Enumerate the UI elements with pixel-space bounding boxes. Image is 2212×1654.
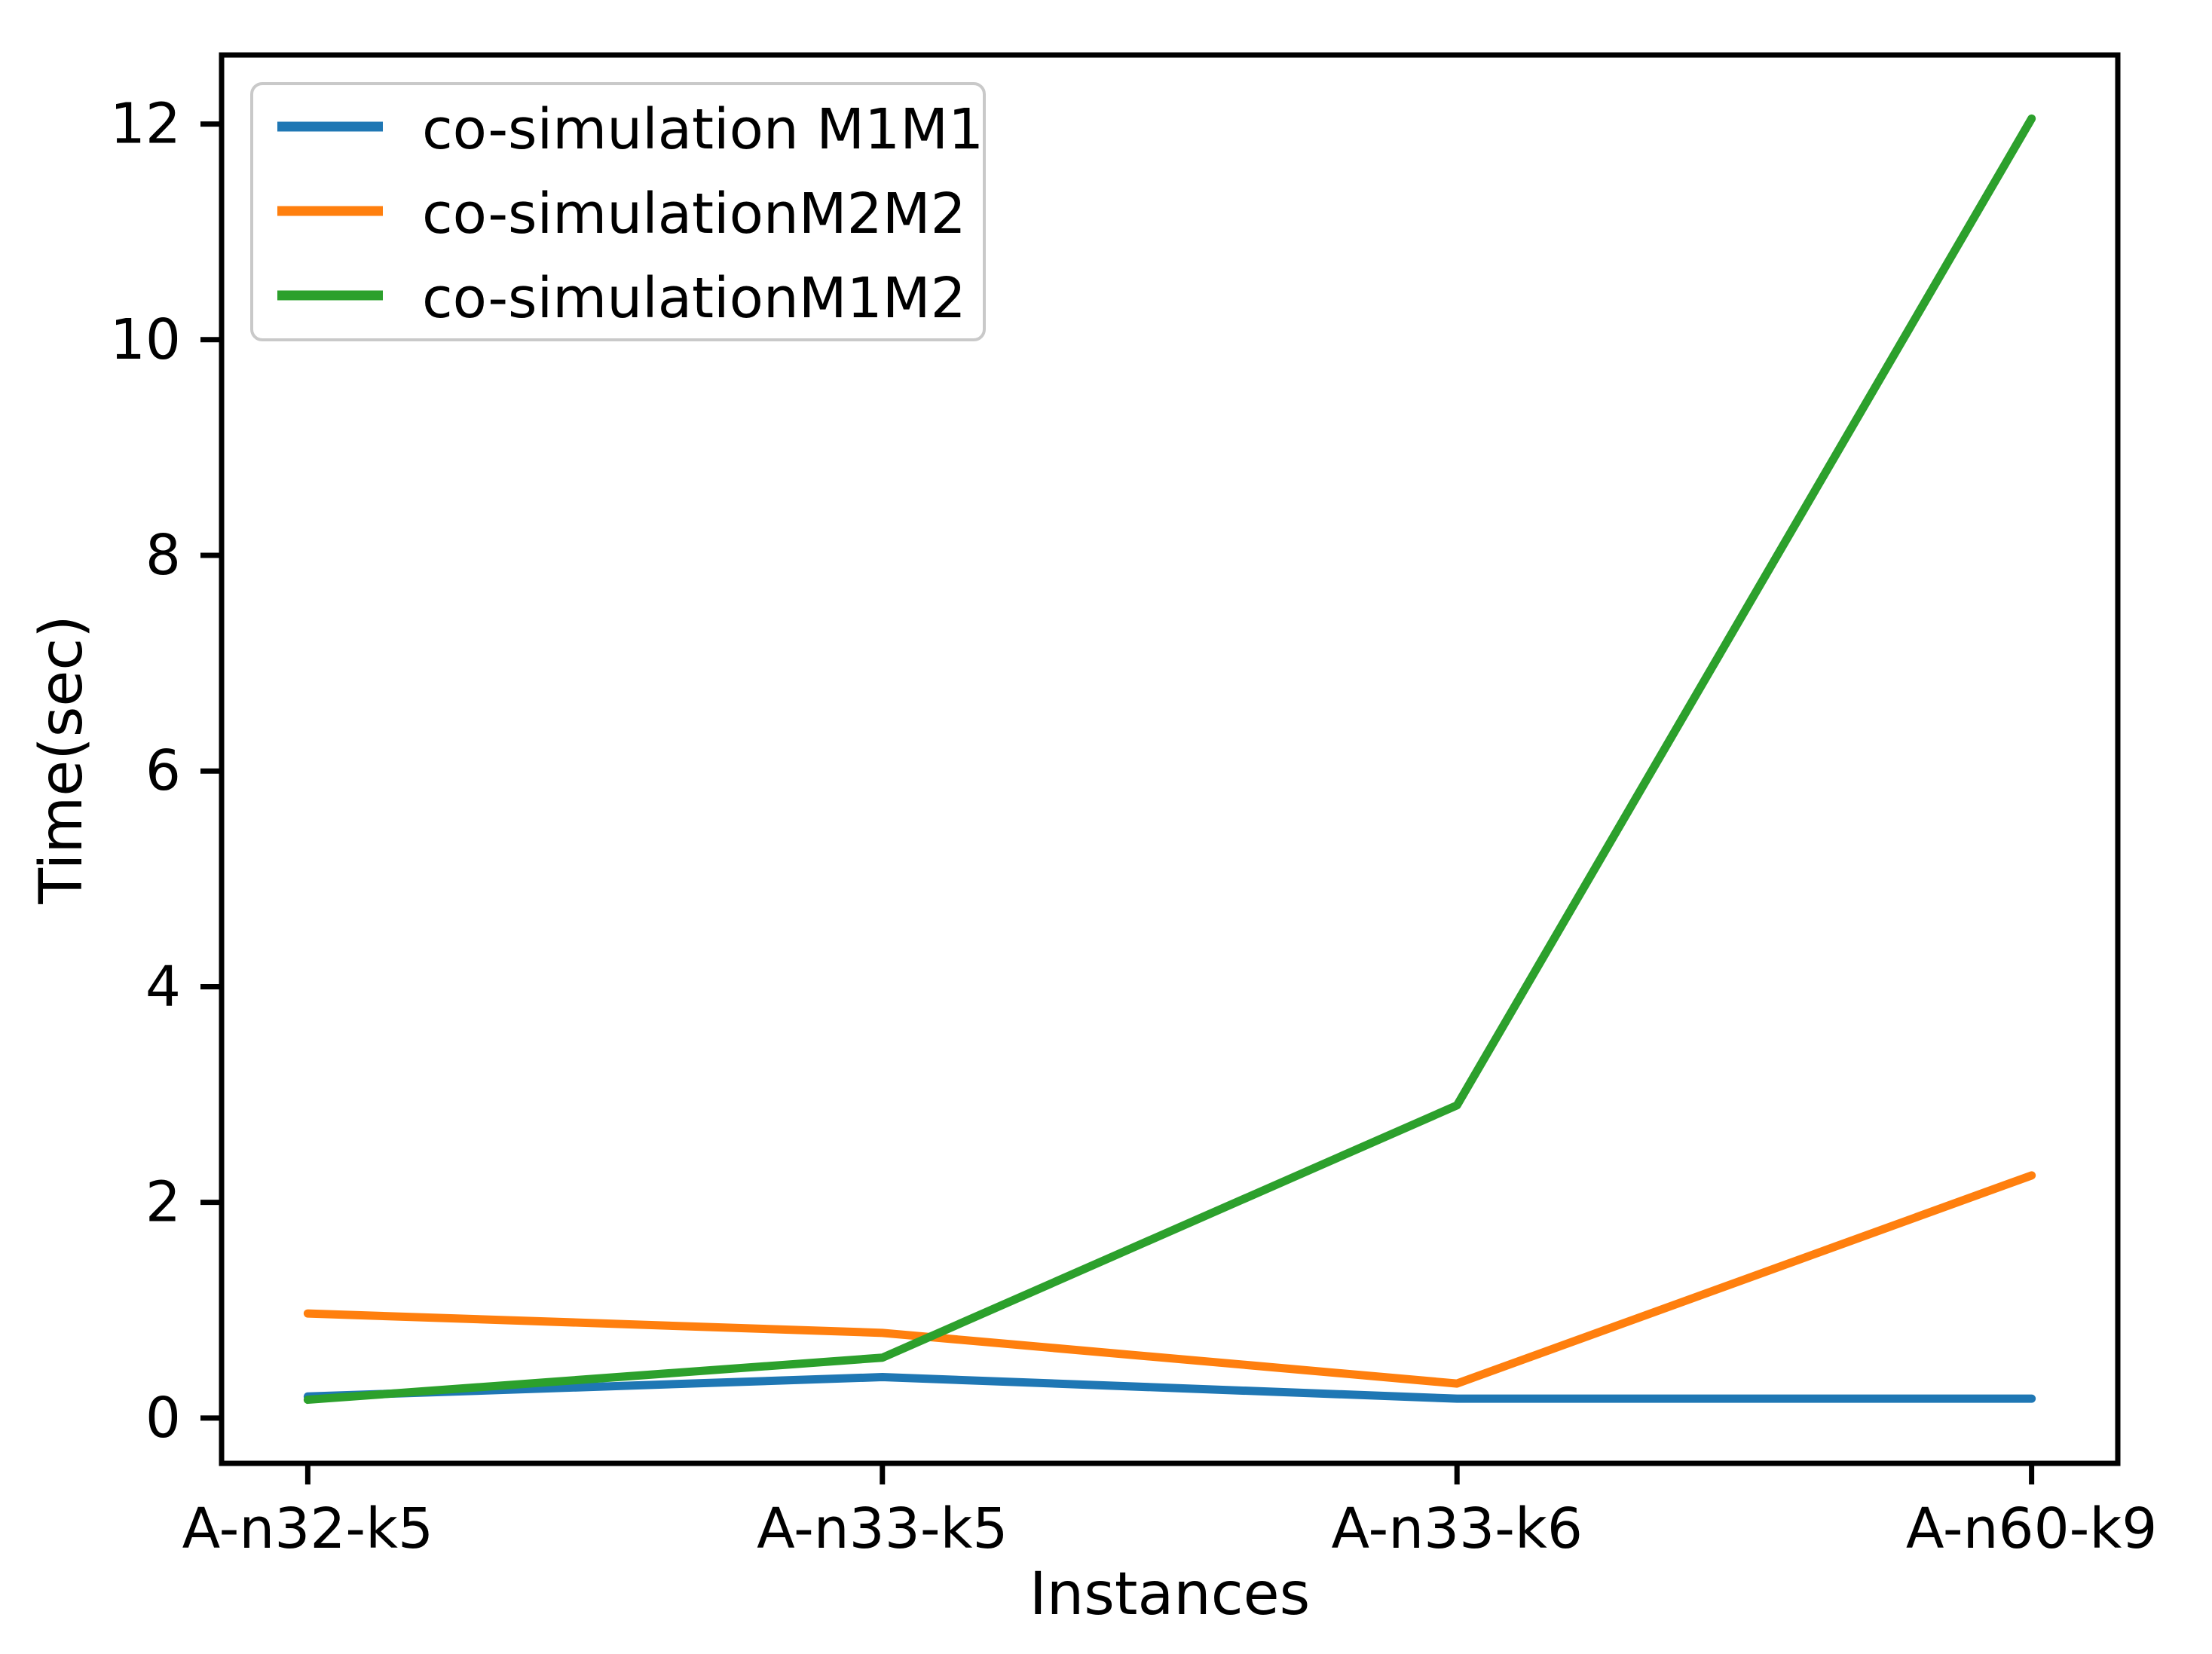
x-axis-label: Instances: [1030, 1561, 1310, 1628]
series-line-co-simulation-m1m1: [303, 1373, 2036, 1403]
legend-box: [250, 82, 986, 341]
plot-layer: 0 2 4 6 8 10 12 A-n32-k5 A-n33-k5 A-n33-k6 A-n60-k…: [110, 52, 2157, 1561]
y-tick-label: 4: [145, 954, 181, 1019]
legend-label-co-simulationm1m2: co-simulationM1M2: [422, 266, 966, 331]
series-line-co-simulationm2m2: [303, 1171, 2036, 1388]
y-tick-label: 8: [145, 523, 181, 588]
y-tick-label: 6: [145, 738, 181, 803]
x-tick-label-a-n33-k6: A-n33-k6: [1332, 1497, 1583, 1561]
series-line-co-simulationm1m2: [303, 114, 2036, 1405]
y-tick-label: 12: [110, 92, 181, 157]
x-tick-label-a-n60-k9: A-n60-k9: [1906, 1497, 2157, 1561]
y-tick-label: 2: [145, 1170, 181, 1235]
x-tick-label-a-n32-k5: A-n32-k5: [182, 1497, 433, 1561]
x-tick-label-a-n33-k5: A-n33-k5: [757, 1497, 1008, 1561]
plot-frame: [219, 52, 2121, 1466]
y-tick-label: 10: [110, 307, 181, 372]
legend-label-co-simulation-m1m1: co-simulation M1M1: [422, 97, 984, 162]
y-tick-label: 0: [145, 1386, 181, 1451]
legend: co-simulation M1M1 co-simulationM2M2 co-si…: [250, 82, 986, 341]
y-axis-label: Time(sec): [28, 615, 96, 904]
legend-label-co-simulationm2m2: co-simulationM2M2: [422, 182, 966, 246]
